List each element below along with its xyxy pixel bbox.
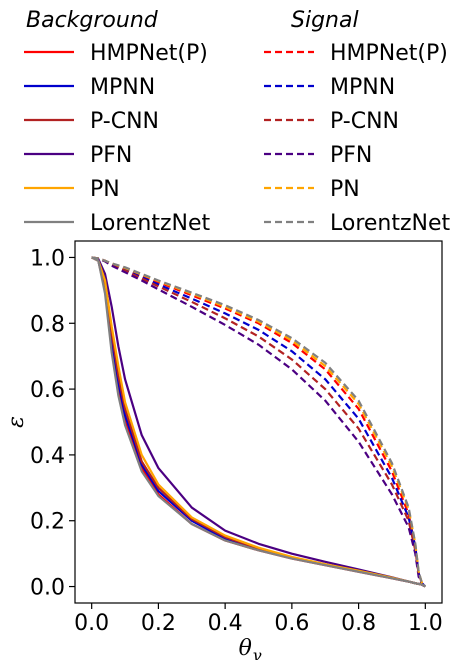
legend-label-signal-pfn: PFN: [330, 143, 372, 168]
x-tick-label: 1.0: [408, 611, 443, 636]
signal-line-lorentznet: [91, 256, 427, 588]
x-tick-label: 0.8: [341, 611, 376, 636]
background-line-p-cnn: [91, 256, 426, 588]
legend-label-signal-lorentznet: LorentzNet: [330, 211, 451, 236]
y-tick-label: 0.4: [30, 444, 65, 469]
x-tick-label: 0.2: [141, 611, 176, 636]
legend-label-signal-p-cnn: P-CNN: [330, 109, 399, 134]
y-tick-label: 0.2: [30, 510, 65, 535]
legend-label-background-mpnn: MPNN: [90, 75, 155, 100]
legend: Background Signal HMPNet(P) HMPNet(P) MPNN…: [24, 8, 451, 236]
y-axis-label: ε: [4, 416, 29, 428]
signal-line-pn: [91, 256, 427, 588]
legend-label-background-pn: PN: [90, 177, 120, 202]
x-tick-label: 0.6: [274, 611, 309, 636]
signal-line-p-cnn: [91, 256, 427, 588]
legend-label-background-pfn: PFN: [90, 143, 132, 168]
plot-area: 0.0 0.2 0.4 0.6 0.8 1.0 0.0 0.2 0.4 0.6 0.8 1.0: [30, 240, 443, 636]
x-tick-label: 0.0: [74, 611, 109, 636]
signal-line-mpnn: [91, 256, 427, 588]
background-line-hmpnet-p: [91, 256, 426, 588]
signal-line-pfn: [91, 256, 426, 588]
x-axis-label: θγ: [239, 636, 262, 660]
background-line-pfn: [91, 256, 426, 588]
signal-line-hmpnet-p: [91, 256, 427, 588]
legend-label-signal-hmpnet-p: HMPNet(P): [330, 41, 448, 66]
y-tick-label: 0.0: [30, 576, 65, 601]
background-line-lorentznet: [91, 256, 426, 588]
legend-label-signal-mpnn: MPNN: [330, 75, 395, 100]
background-line-pn: [91, 256, 426, 588]
legend-label-background-lorentznet: LorentzNet: [90, 211, 211, 236]
legend-title-background: Background: [26, 8, 159, 33]
y-tick-label: 0.6: [30, 378, 65, 403]
x-tick-label: 0.4: [208, 611, 243, 636]
background-line-mpnn: [91, 256, 426, 588]
plot-frame: [74, 240, 443, 604]
legend-label-signal-pn: PN: [330, 177, 360, 202]
y-tick-label: 0.8: [30, 312, 65, 337]
legend-label-background-p-cnn: P-CNN: [90, 109, 159, 134]
legend-label-background-hmpnet-p: HMPNet(P): [90, 41, 208, 66]
legend-title-signal: Signal: [291, 8, 359, 33]
y-tick-label: 1.0: [30, 246, 65, 271]
